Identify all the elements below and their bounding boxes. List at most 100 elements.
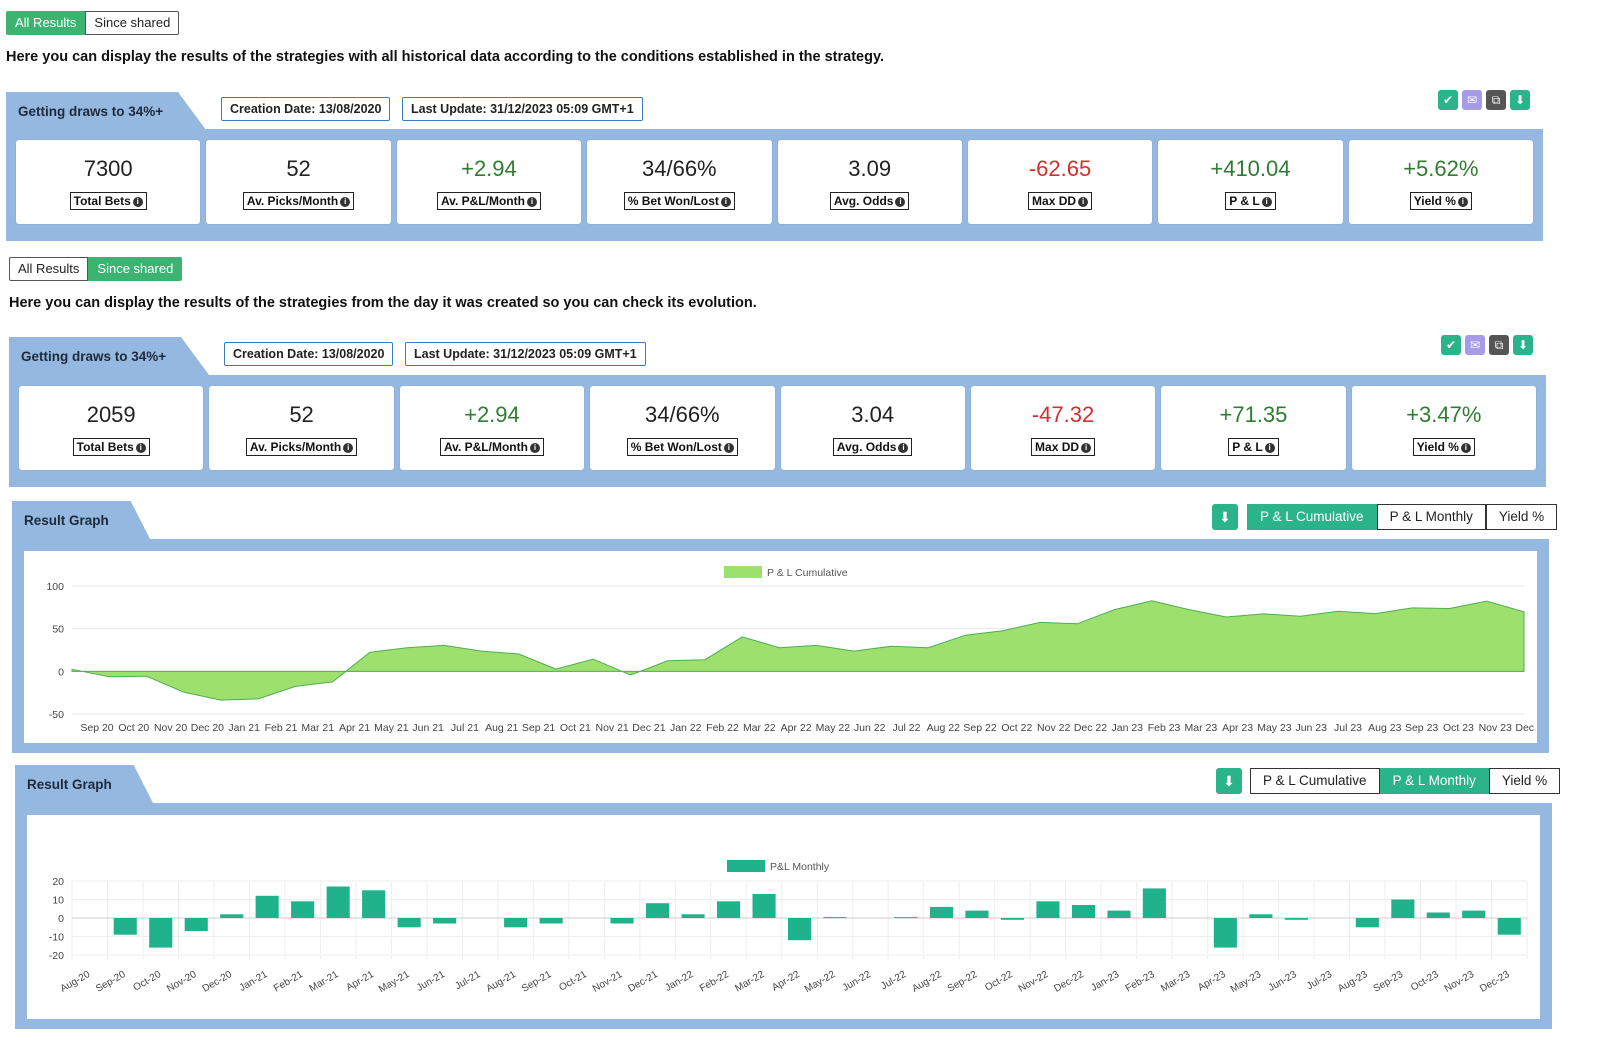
copy-icon[interactable]: ⧉ (1486, 90, 1506, 110)
check-icon[interactable]: ✔ (1441, 335, 1461, 355)
since-shared-button[interactable]: Since shared (88, 257, 183, 281)
info-icon[interactable]: i (529, 442, 540, 453)
stat-label[interactable]: Max DD i (1031, 438, 1096, 456)
x-tick-label: Jan 21 (228, 722, 260, 734)
all-results-button[interactable]: All Results (9, 257, 89, 281)
graph-tab-monthly[interactable]: P & L Monthly (1379, 768, 1489, 794)
legend-swatch (724, 566, 762, 578)
stat-label[interactable]: % Bet Won/Lost i (623, 192, 735, 210)
chart-frame-cumulative: P & L Cumulative 100 50 0 -50 Sep 20 Oct 20 Nov… (12, 539, 1549, 753)
cumulative-chart: P & L Cumulative 100 50 0 -50 Sep 20 Oct 20 Nov… (46, 566, 1549, 734)
info-icon[interactable]: i (1078, 196, 1089, 207)
stat-card: 34/66% % Bet Won/Lost i (587, 140, 772, 224)
info-icon[interactable]: i (1081, 442, 1092, 453)
stats-panel-all: 7300 Total Bets i 52 Av. Picks/Month i +2.94 Av… (6, 129, 1543, 241)
legend-label: P&L Monthly (770, 861, 830, 873)
stat-value: 7300 (83, 156, 133, 181)
info-icon[interactable]: i (1457, 196, 1468, 207)
info-icon[interactable]: i (895, 196, 906, 207)
x-tick-label: Nov 21 (595, 722, 628, 734)
x-tick-label: May-22 (803, 969, 838, 995)
stat-label[interactable]: % Bet Won/Lost i (626, 438, 738, 456)
x-tick-label: Jan-23 (1089, 969, 1121, 994)
graph-tab-cumulative[interactable]: P & L Cumulative (1247, 504, 1377, 530)
y-tick-label: 50 (52, 624, 64, 636)
x-tick-label: Feb-23 (1124, 969, 1157, 995)
stat-label-text: Avg. Odds (836, 440, 897, 454)
x-tick-label: Jul-22 (879, 969, 908, 992)
stat-label[interactable]: Yield % i (1409, 192, 1472, 210)
info-icon[interactable]: i (526, 196, 537, 207)
stat-label[interactable]: Total Bets i (69, 192, 147, 210)
graph-tab-yield[interactable]: Yield % (1485, 504, 1558, 530)
since-shared-button[interactable]: Since shared (85, 11, 180, 35)
stat-label[interactable]: Av. Picks/Month i (245, 438, 358, 456)
stat-value: +2.94 (461, 156, 517, 181)
stat-label[interactable]: Total Bets i (72, 438, 150, 456)
info-icon[interactable]: i (135, 442, 146, 453)
x-tick-label: May 22 (816, 722, 851, 734)
x-tick-label: Sep 22 (963, 722, 996, 734)
stat-label[interactable]: Max DD i (1028, 192, 1093, 210)
bar (1000, 918, 1024, 920)
info-icon[interactable]: i (720, 196, 731, 207)
x-tick-label: Apr-21 (344, 969, 376, 994)
stat-value: -62.65 (1028, 156, 1092, 181)
stat-value: +71.35 (1219, 402, 1288, 427)
x-tick-label: Sep-20 (94, 969, 128, 995)
download-icon[interactable]: ⬇ (1513, 335, 1533, 355)
bar (362, 890, 386, 919)
x-tick-label: Nov-22 (1017, 969, 1051, 995)
x-tick-label: Dec-21 (626, 969, 660, 995)
stat-value: 3.09 (848, 156, 892, 181)
info-icon[interactable]: i (898, 442, 909, 453)
copy-icon[interactable]: ⧉ (1489, 335, 1509, 355)
info-icon[interactable]: i (340, 196, 351, 207)
x-tick-label: May-21 (377, 969, 412, 995)
stat-label[interactable]: Avg. Odds i (832, 438, 913, 456)
graph-tab-monthly[interactable]: P & L Monthly (1376, 504, 1486, 530)
mail-icon[interactable]: ✉ (1465, 335, 1485, 355)
x-tick-label: May 21 (374, 722, 409, 734)
bar (1142, 888, 1166, 918)
x-tick-label: Dec-20 (201, 969, 235, 995)
download-icon[interactable]: ⬇ (1510, 90, 1530, 110)
bar (752, 894, 776, 918)
x-tick-label: Mar 21 (301, 722, 334, 734)
stat-label[interactable]: Yield % i (1412, 438, 1475, 456)
graph-mode-toggle: P & L Cumulative P & L Monthly Yield % (1247, 504, 1558, 530)
stat-label[interactable]: Av. P&L/Month i (439, 438, 544, 456)
bar (397, 918, 421, 928)
info-icon[interactable]: i (132, 196, 143, 207)
stat-label[interactable]: Av. P&L/Month i (436, 192, 541, 210)
info-icon[interactable]: i (1261, 196, 1272, 207)
results-toggle-shared: All Results Since shared (9, 257, 183, 281)
download-graph-icon[interactable]: ⬇ (1216, 768, 1242, 794)
info-icon[interactable]: i (1264, 442, 1275, 453)
info-icon[interactable]: i (343, 442, 354, 453)
x-tick-label: Feb-22 (698, 969, 731, 995)
x-tick-label: Aug 21 (485, 722, 518, 734)
stat-label[interactable]: Av. Picks/Month i (242, 192, 355, 210)
info-icon[interactable]: i (1460, 442, 1471, 453)
bar (1213, 918, 1237, 948)
mail-icon[interactable]: ✉ (1462, 90, 1482, 110)
info-icon[interactable]: i (723, 442, 734, 453)
x-tick-label: Nov 23 (1479, 722, 1512, 734)
all-results-button[interactable]: All Results (6, 11, 86, 35)
stat-label-text: % Bet Won/Lost (630, 440, 722, 454)
check-icon[interactable]: ✔ (1438, 90, 1458, 110)
graph-tab-yield[interactable]: Yield % (1488, 768, 1561, 794)
result-graph-tab: Result Graph (15, 765, 153, 803)
stat-label[interactable]: Avg. Odds i (829, 192, 910, 210)
download-graph-icon[interactable]: ⬇ (1212, 504, 1238, 530)
x-tick-label: Jan-21 (238, 969, 270, 994)
y-tick-label: -10 (49, 932, 64, 944)
strategy-title-tab: Getting draws to 34%+ (9, 337, 209, 375)
graph-tab-cumulative[interactable]: P & L Cumulative (1250, 768, 1380, 794)
stat-label-text: Yield % (1416, 440, 1459, 454)
x-tick-label: Jun-21 (415, 969, 447, 994)
stat-label-text: Max DD (1035, 440, 1080, 454)
